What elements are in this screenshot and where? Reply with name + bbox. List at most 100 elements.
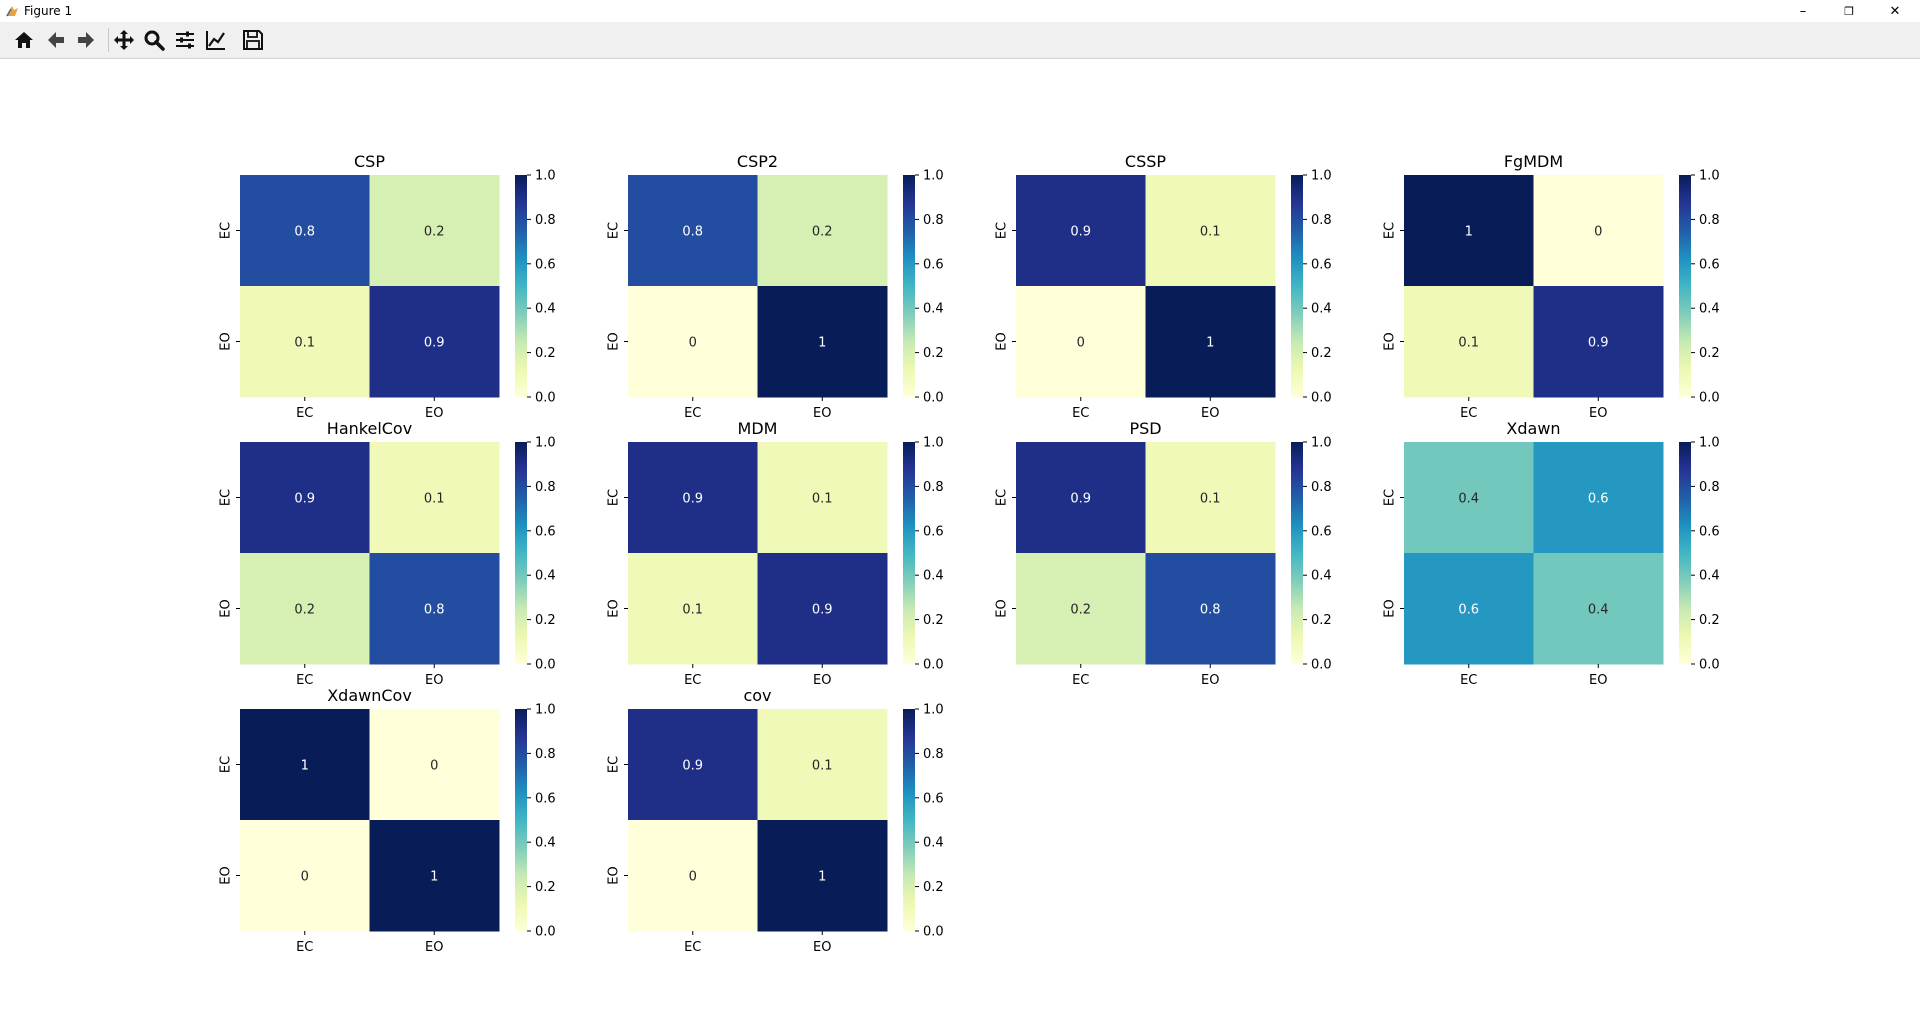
cell-annotation: 0: [689, 870, 697, 885]
x-tick-label: EO: [813, 673, 831, 688]
heatmap-cell: [757, 820, 888, 932]
y-tick-label: EC: [607, 489, 622, 506]
colorbar-tick-label: 0.6: [923, 257, 944, 272]
y-tick-label: EO: [995, 332, 1010, 350]
pan-icon: [114, 30, 134, 50]
cell-annotation: 0.9: [812, 603, 833, 618]
heatmap-cell: [628, 286, 758, 398]
heatmap-panel: FgMDM 1 0 0.1 0.9 EC EO EC EO 0.0 0.2 0.4 0.6 0.8 1.0: [1383, 152, 1720, 421]
heatmap-cell: [757, 709, 888, 821]
colorbar: [903, 442, 915, 664]
colorbar: [903, 175, 915, 397]
colorbar-tick-label: 0.0: [1311, 658, 1332, 673]
x-tick-label: EC: [684, 940, 701, 955]
heatmap-title: CSSP: [1125, 152, 1166, 171]
colorbar-tick-label: 0.2: [1699, 346, 1720, 361]
heatmap-cell: [1016, 286, 1146, 398]
colorbar-tick-label: 0.8: [1699, 213, 1720, 228]
colorbar-tick-label: 1.0: [923, 169, 944, 184]
heatmap-cell: [1533, 286, 1664, 398]
cell-annotation: 1: [1206, 336, 1214, 351]
y-tick-label: EO: [219, 866, 234, 884]
cell-annotation: 0.1: [812, 492, 833, 507]
colorbar-tick-label: 1.0: [923, 436, 944, 451]
y-tick-label: EC: [219, 489, 234, 506]
navigation-toolbar: [0, 22, 1920, 59]
cell-annotation: 0: [689, 336, 697, 351]
y-tick-label: EC: [1383, 222, 1398, 239]
cell-annotation: 0.1: [1458, 336, 1479, 351]
heatmap-cell: [369, 553, 500, 665]
x-tick-label: EO: [813, 406, 831, 421]
x-tick-label: EC: [296, 406, 313, 421]
x-tick-label: EO: [425, 940, 443, 955]
y-tick-label: EC: [995, 222, 1010, 239]
colorbar-tick-label: 0.4: [923, 569, 944, 584]
cell-annotation: 0: [1077, 336, 1085, 351]
close-button[interactable]: ✕: [1889, 3, 1901, 19]
heatmap-panel: CSSP 0.9 0.1 0 1 EC EO EC EO 0.0 0.2 0.4 0.6 0.8 1.0: [995, 152, 1332, 421]
home-button[interactable]: [10, 26, 38, 54]
window-title: Figure 1: [24, 4, 73, 18]
heatmap-cell: [757, 175, 888, 287]
heatmap-title: CSP2: [737, 152, 778, 171]
back-icon: [48, 32, 64, 48]
pan-button[interactable]: [110, 26, 138, 54]
zoom-icon: [144, 30, 165, 51]
x-tick-label: EC: [684, 673, 701, 688]
cell-annotation: 1: [818, 870, 826, 885]
edit-axes-button[interactable]: [202, 26, 230, 54]
save-button[interactable]: [239, 26, 267, 54]
cell-annotation: 0.2: [424, 225, 445, 240]
cell-annotation: 0.1: [424, 492, 445, 507]
colorbar-tick-label: 0.4: [923, 836, 944, 851]
home-icon: [15, 32, 33, 48]
title-bar: Figure 1 – ❐ ✕: [0, 0, 1920, 22]
edit-axes-icon: [206, 31, 225, 50]
heatmap-cell: [369, 709, 500, 821]
colorbar: [515, 709, 527, 931]
colorbar: [1679, 442, 1691, 664]
heatmap-cell: [1404, 286, 1534, 398]
colorbar-tick-label: 0.4: [1311, 569, 1332, 584]
heatmap-cell: [1016, 553, 1146, 665]
heatmap-panel: PSD 0.9 0.1 0.2 0.8 EC EO EC EO 0.0 0.2 0.4 0.6 0.8 1.…: [995, 419, 1332, 688]
colorbar: [1291, 175, 1303, 397]
heatmap-title: CSP: [354, 152, 385, 171]
y-tick-label: EO: [219, 599, 234, 617]
colorbar: [1291, 442, 1303, 664]
heatmap-title: FgMDM: [1504, 152, 1563, 171]
colorbar-tick-label: 0.4: [1699, 302, 1720, 317]
restore-button[interactable]: ❐: [1844, 4, 1854, 18]
heatmap-title: HankelCov: [327, 419, 412, 438]
heatmap-panel: HankelCov 0.9 0.1 0.2 0.8 EC EO EC EO 0.0 0.2 0.4 0.…: [219, 419, 556, 688]
figure-canvas: CSP 0.8 0.2 0.1 0.9 EC EO EC EO 0.0 0.2 0.4 0.6 0.8 1.…: [219, 152, 1720, 955]
configure-subplots-icon: [176, 31, 194, 49]
colorbar-tick-label: 0.2: [923, 880, 944, 895]
colorbar-tick-label: 0.8: [1311, 213, 1332, 228]
heatmap-panel: CSP2 0.8 0.2 0 1 EC EO EC EO 0.0 0.2 0.4 0.6 0.8 1.0: [607, 152, 944, 421]
heatmap-cell: [628, 553, 758, 665]
configure-subplots-button[interactable]: [171, 26, 199, 54]
cell-annotation: 0.9: [294, 492, 315, 507]
forward-button[interactable]: [72, 26, 100, 54]
minimize-button[interactable]: –: [1799, 3, 1807, 19]
zoom-button[interactable]: [140, 26, 168, 54]
x-tick-label: EO: [1589, 406, 1607, 421]
y-tick-label: EC: [1383, 489, 1398, 506]
colorbar-tick-label: 0.8: [923, 213, 944, 228]
back-button[interactable]: [42, 26, 70, 54]
colorbar-tick-label: 0.0: [535, 658, 556, 673]
colorbar-tick-label: 0.0: [1699, 391, 1720, 406]
y-tick-label: EC: [607, 222, 622, 239]
colorbar-tick-label: 0.4: [1311, 302, 1332, 317]
heatmap-cell: [628, 820, 758, 932]
heatmap-cell: [628, 175, 758, 287]
heatmap-cell: [1404, 553, 1534, 665]
heatmap-cell: [1145, 286, 1276, 398]
colorbar-tick-label: 0.2: [1699, 613, 1720, 628]
x-tick-label: EO: [1201, 673, 1219, 688]
cell-annotation: 0.6: [1588, 492, 1609, 507]
colorbar-tick-label: 1.0: [1699, 436, 1720, 451]
x-tick-label: EO: [425, 673, 443, 688]
